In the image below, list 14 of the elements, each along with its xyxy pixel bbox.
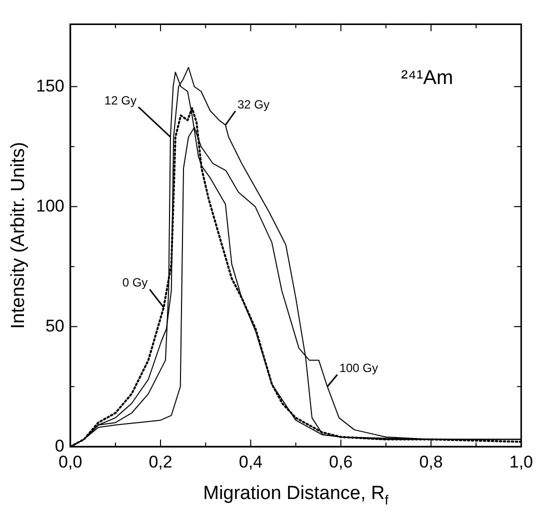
y-tick-label: 150 — [36, 76, 64, 96]
annotation: ²⁴¹Am — [401, 67, 454, 90]
x-tick-label: 0,6 — [329, 452, 353, 472]
y-tick-label: 50 — [45, 316, 64, 336]
y-tick-label: 100 — [36, 196, 64, 216]
series-label: 0 Gy — [122, 276, 148, 290]
text: 12 Gy — [104, 93, 136, 108]
x-tick-label: 1,0 — [509, 452, 534, 472]
x-tick-label: 0,4 — [238, 452, 263, 472]
series-label: 100 Gy — [339, 360, 378, 375]
x-tick-label: 0,2 — [148, 452, 172, 472]
x-tick-label: 0,8 — [419, 452, 443, 472]
series-label: 32 Gy — [237, 97, 270, 112]
y-axis-title: Intensity (Arbitr. Units) — [8, 142, 29, 329]
